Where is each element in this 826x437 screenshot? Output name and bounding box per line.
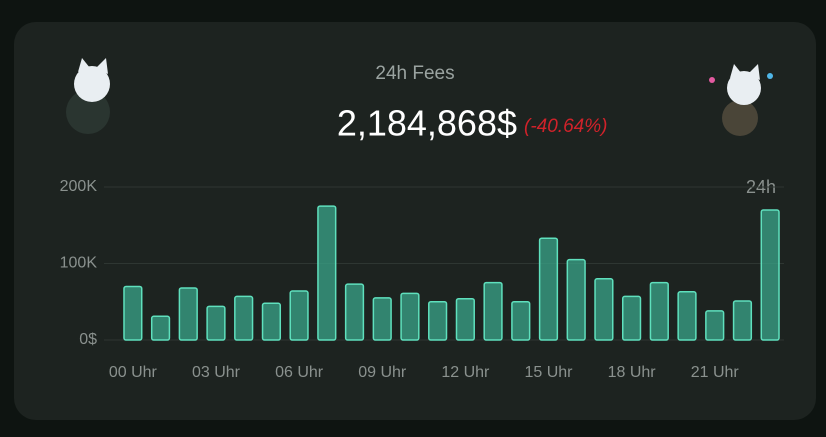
x-tick-label: 03 Uhr [192, 364, 241, 381]
bar [150, 315, 171, 341]
y-tick-label: 100K [60, 255, 98, 272]
x-tick-label: 00 Uhr [109, 364, 158, 381]
bar [760, 209, 780, 341]
bar [428, 301, 448, 341]
bar [621, 295, 642, 341]
bar [677, 291, 697, 341]
bar [483, 281, 503, 341]
bar [123, 285, 143, 341]
bar [649, 281, 669, 341]
bar [289, 290, 309, 341]
x-tick-label: 06 Uhr [275, 364, 324, 381]
bar [372, 297, 392, 341]
y-tick-label: 0$ [79, 331, 97, 348]
x-tick-label: 18 Uhr [608, 364, 657, 381]
cat-left [66, 58, 110, 134]
bar [705, 310, 725, 341]
y-tick-label: 200K [60, 178, 98, 195]
bar [400, 292, 420, 341]
title: 24h Fees [375, 63, 454, 84]
change: (-40.64%) [524, 116, 607, 137]
bar [511, 301, 531, 341]
bar [732, 300, 753, 341]
bar [344, 283, 365, 341]
x-tick-label: 09 Uhr [358, 364, 407, 381]
bar [234, 295, 254, 341]
x-tick-label: 21 Uhr [691, 364, 740, 381]
bar [206, 305, 226, 341]
bar [317, 205, 337, 341]
total: 2,184,868$ [337, 103, 517, 144]
bar [538, 237, 559, 341]
bar [594, 278, 614, 341]
bar [566, 258, 586, 341]
bar [455, 297, 475, 341]
x-tick-label: 12 Uhr [441, 364, 490, 381]
bar [261, 302, 282, 341]
cat-right [709, 64, 773, 136]
bar [178, 287, 198, 341]
x-tick-label: 15 Uhr [524, 364, 573, 381]
